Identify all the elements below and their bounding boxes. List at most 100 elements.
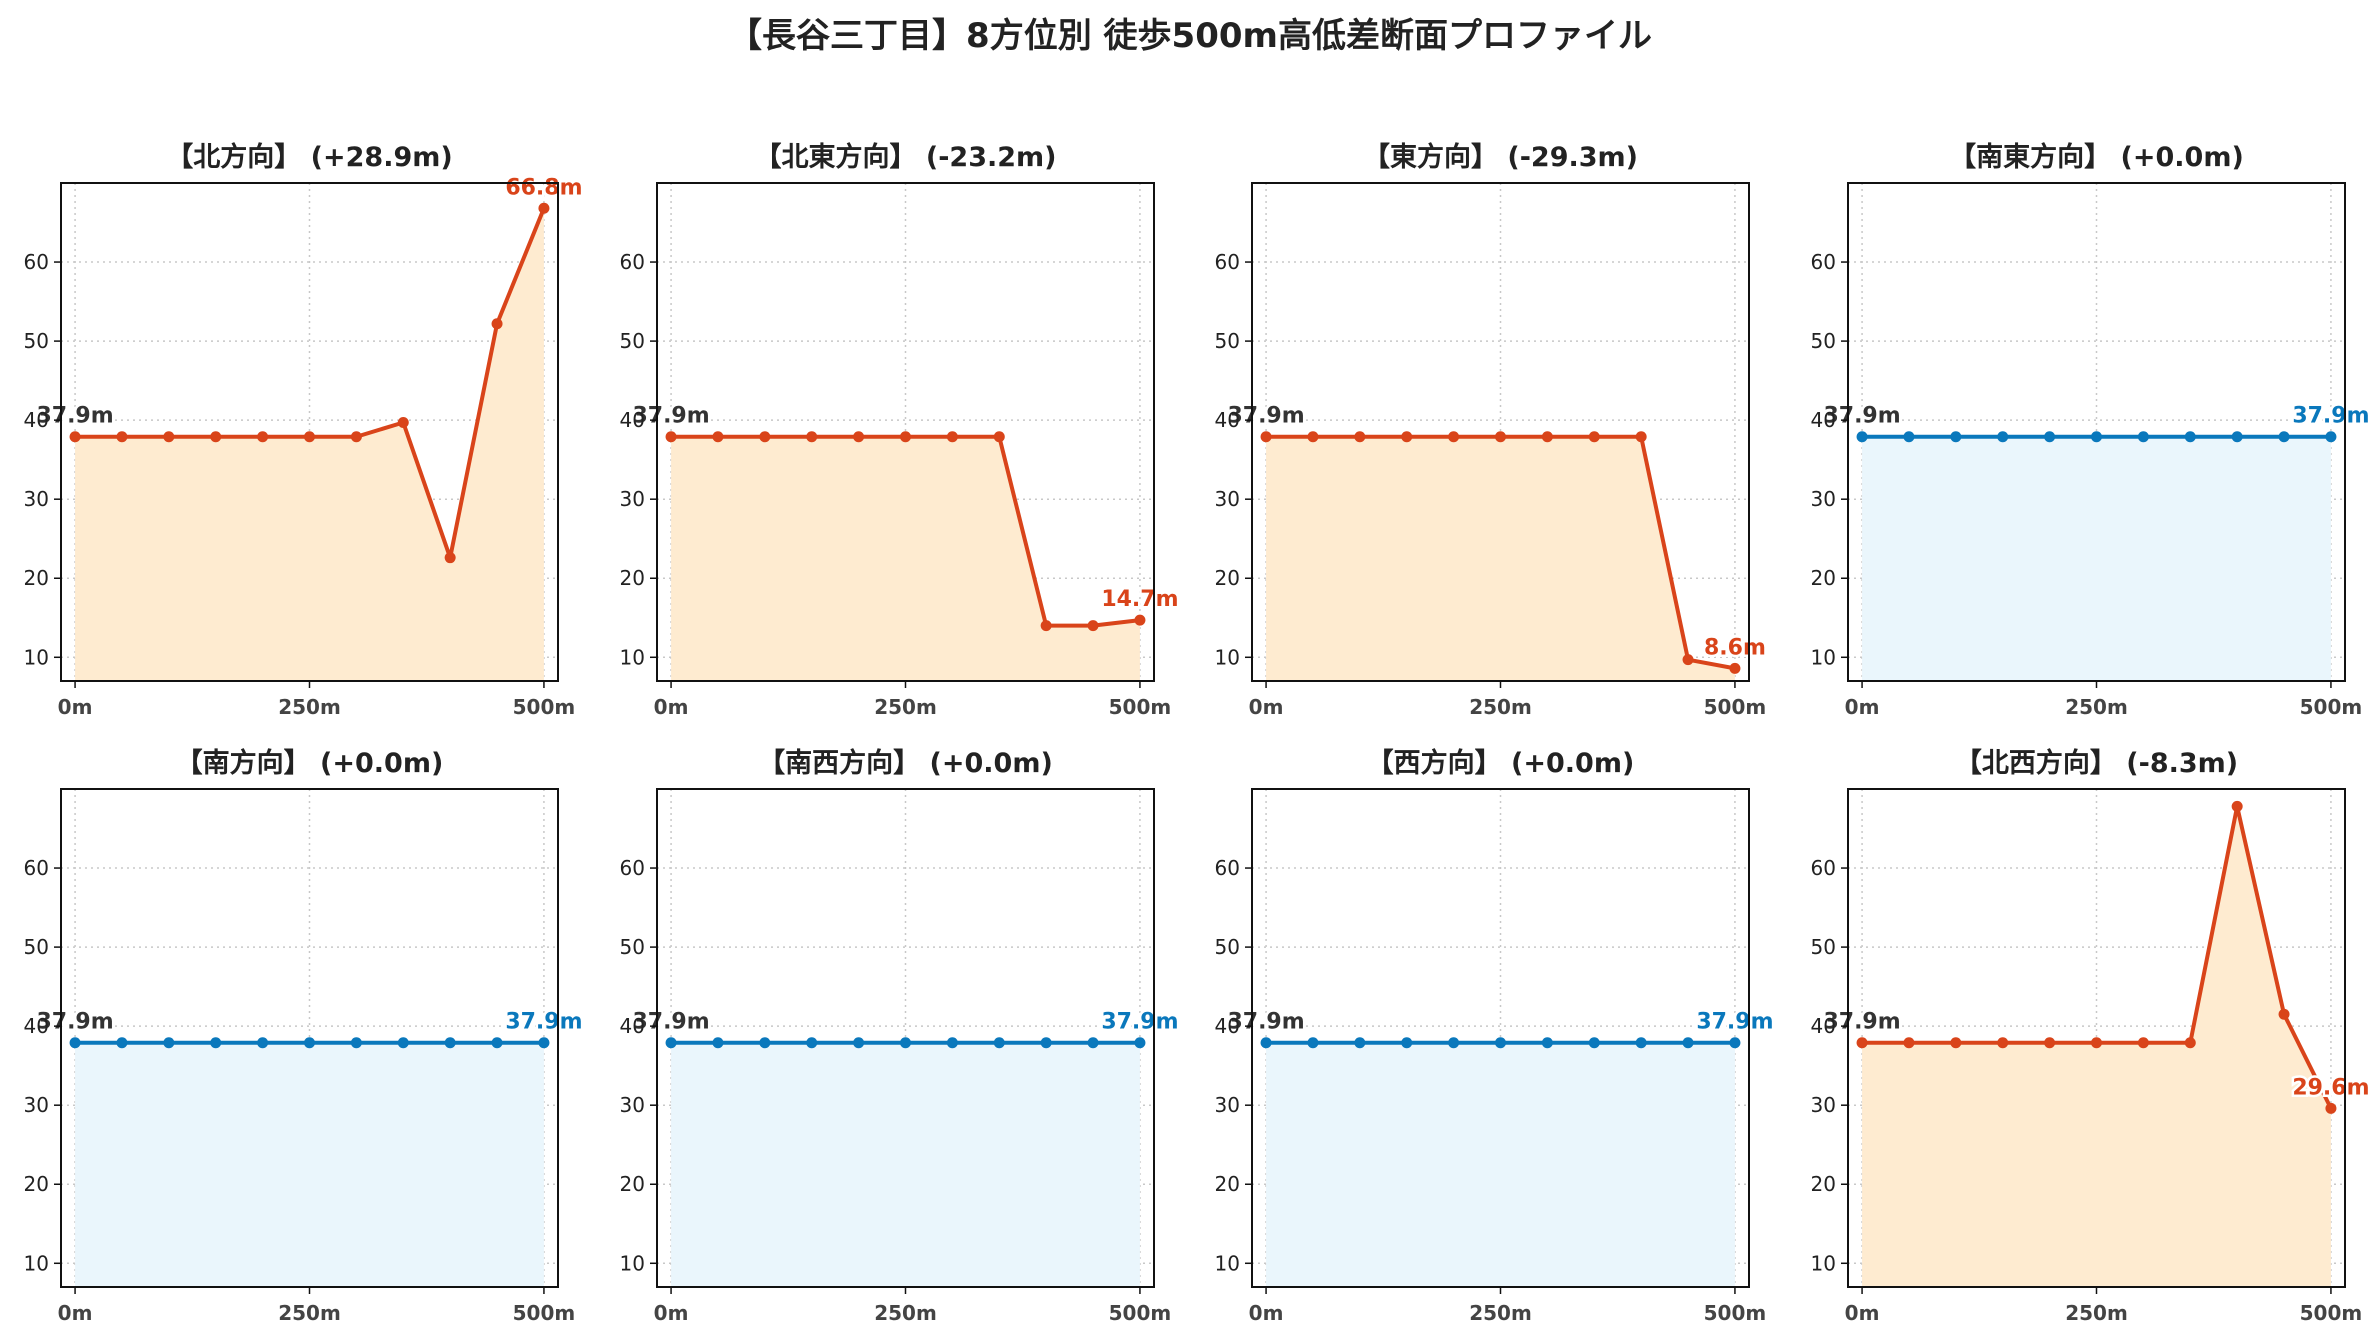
x-tick-label: 250m [2065,1301,2128,1325]
data-point [69,1037,81,1049]
y-tick-label: 40 [1215,1014,1240,1038]
area-fill [75,208,544,682]
data-point [1950,1037,1962,1049]
y-tick-label: 60 [620,856,645,880]
data-point [806,1037,818,1049]
start-value-label: 37.9m [1823,1010,1900,1035]
data-point [1682,654,1694,666]
data-point [1040,1037,1052,1049]
data-point [712,1037,724,1049]
y-tick-label: 50 [24,935,49,959]
y-tick-label: 60 [1811,250,1836,274]
y-tick-label: 50 [24,329,49,353]
y-tick-label: 20 [620,566,645,590]
start-value-label: 37.9m [632,404,709,429]
y-tick-label: 30 [1811,1093,1836,1117]
y-tick-label: 10 [24,645,49,669]
data-point [2325,431,2337,443]
data-point [304,1037,315,1049]
x-tick-label: 0m [58,695,93,719]
end-value-label: 29.6m [2292,1075,2369,1100]
data-point [2091,431,2102,443]
data-point [210,431,222,443]
data-point [1040,620,1052,632]
start-value-label: 37.9m [1227,404,1304,429]
data-point [946,431,958,443]
data-point [1856,1037,1868,1049]
y-tick-label: 30 [24,1093,49,1117]
data-point [1635,1037,1647,1049]
data-point [163,1037,175,1049]
data-point [1588,431,1600,443]
data-point [665,1037,677,1049]
y-tick-label: 40 [24,408,49,432]
data-point [2278,1008,2290,1020]
x-tick-label: 250m [874,1301,937,1325]
x-tick-label: 500m [2300,1301,2363,1325]
data-point [491,1037,503,1049]
data-point [210,1037,222,1049]
data-point [1260,431,1272,443]
data-point [1903,1037,1915,1049]
data-point [1588,1037,1600,1049]
end-value-label: 8.6m [1704,635,1766,660]
data-point [1087,1037,1099,1049]
y-tick-label: 20 [1215,1172,1240,1196]
y-tick-label: 50 [620,935,645,959]
subplot-title: 【南方向】 (+0.0m) [176,747,444,779]
data-point [1541,431,1553,443]
y-tick-label: 60 [1811,856,1836,880]
end-value-label: 37.9m [1696,1010,1773,1035]
x-tick-label: 0m [654,695,689,719]
start-value-label: 37.9m [1823,404,1900,429]
data-point [2044,1037,2056,1049]
y-tick-label: 50 [1811,329,1836,353]
y-tick-label: 40 [620,1014,645,1038]
data-point [1134,1037,1146,1049]
area-fill [671,436,1140,681]
area-fill [1266,436,1735,681]
y-tick-label: 40 [1811,408,1836,432]
y-tick-label: 60 [620,250,645,274]
area-fill [1862,436,2331,681]
y-tick-label: 10 [1215,645,1240,669]
y-tick-label: 40 [24,1014,49,1038]
data-point [2044,431,2056,443]
y-tick-label: 10 [24,1251,49,1275]
data-point [759,431,771,443]
subplot-1: 【北東方向】 (-23.2m) 37.9m 14.7m 10 20 30 40 50 60 0m 2… [620,141,1181,719]
y-tick-label: 10 [620,1251,645,1275]
x-tick-label: 500m [513,695,576,719]
start-value-label: 37.9m [1227,1010,1304,1035]
data-point [900,431,911,443]
y-tick-label: 20 [620,1172,645,1196]
data-point [993,431,1005,443]
subplot-title: 【南西方向】 (+0.0m) [758,747,1053,779]
data-point [350,1037,362,1049]
start-value-label: 37.9m [36,1010,113,1035]
data-point [1950,431,1962,443]
data-point [1903,431,1915,443]
x-tick-label: 0m [1845,695,1880,719]
data-point [1307,1037,1319,1049]
y-tick-label: 60 [24,250,49,274]
area-fill [671,1042,1140,1287]
data-point [993,1037,1005,1049]
data-point [1448,1037,1460,1049]
y-tick-label: 20 [1811,1172,1836,1196]
data-point [350,431,362,443]
subplot-title: 【南東方向】 (+0.0m) [1949,141,2244,173]
x-tick-label: 250m [278,1301,341,1325]
y-tick-label: 10 [1811,1251,1836,1275]
x-tick-label: 500m [2300,695,2363,719]
data-point [853,431,865,443]
start-value-label: 37.9m [632,1010,709,1035]
subplot-title: 【北東方向】 (-23.2m) [754,141,1056,173]
end-value-label: 37.9m [1101,1010,1178,1035]
data-point [2278,431,2290,443]
x-tick-label: 0m [1845,1301,1880,1325]
y-tick-label: 20 [24,566,49,590]
data-point [1354,1037,1366,1049]
data-point [257,431,269,443]
x-tick-label: 500m [1704,1301,1767,1325]
